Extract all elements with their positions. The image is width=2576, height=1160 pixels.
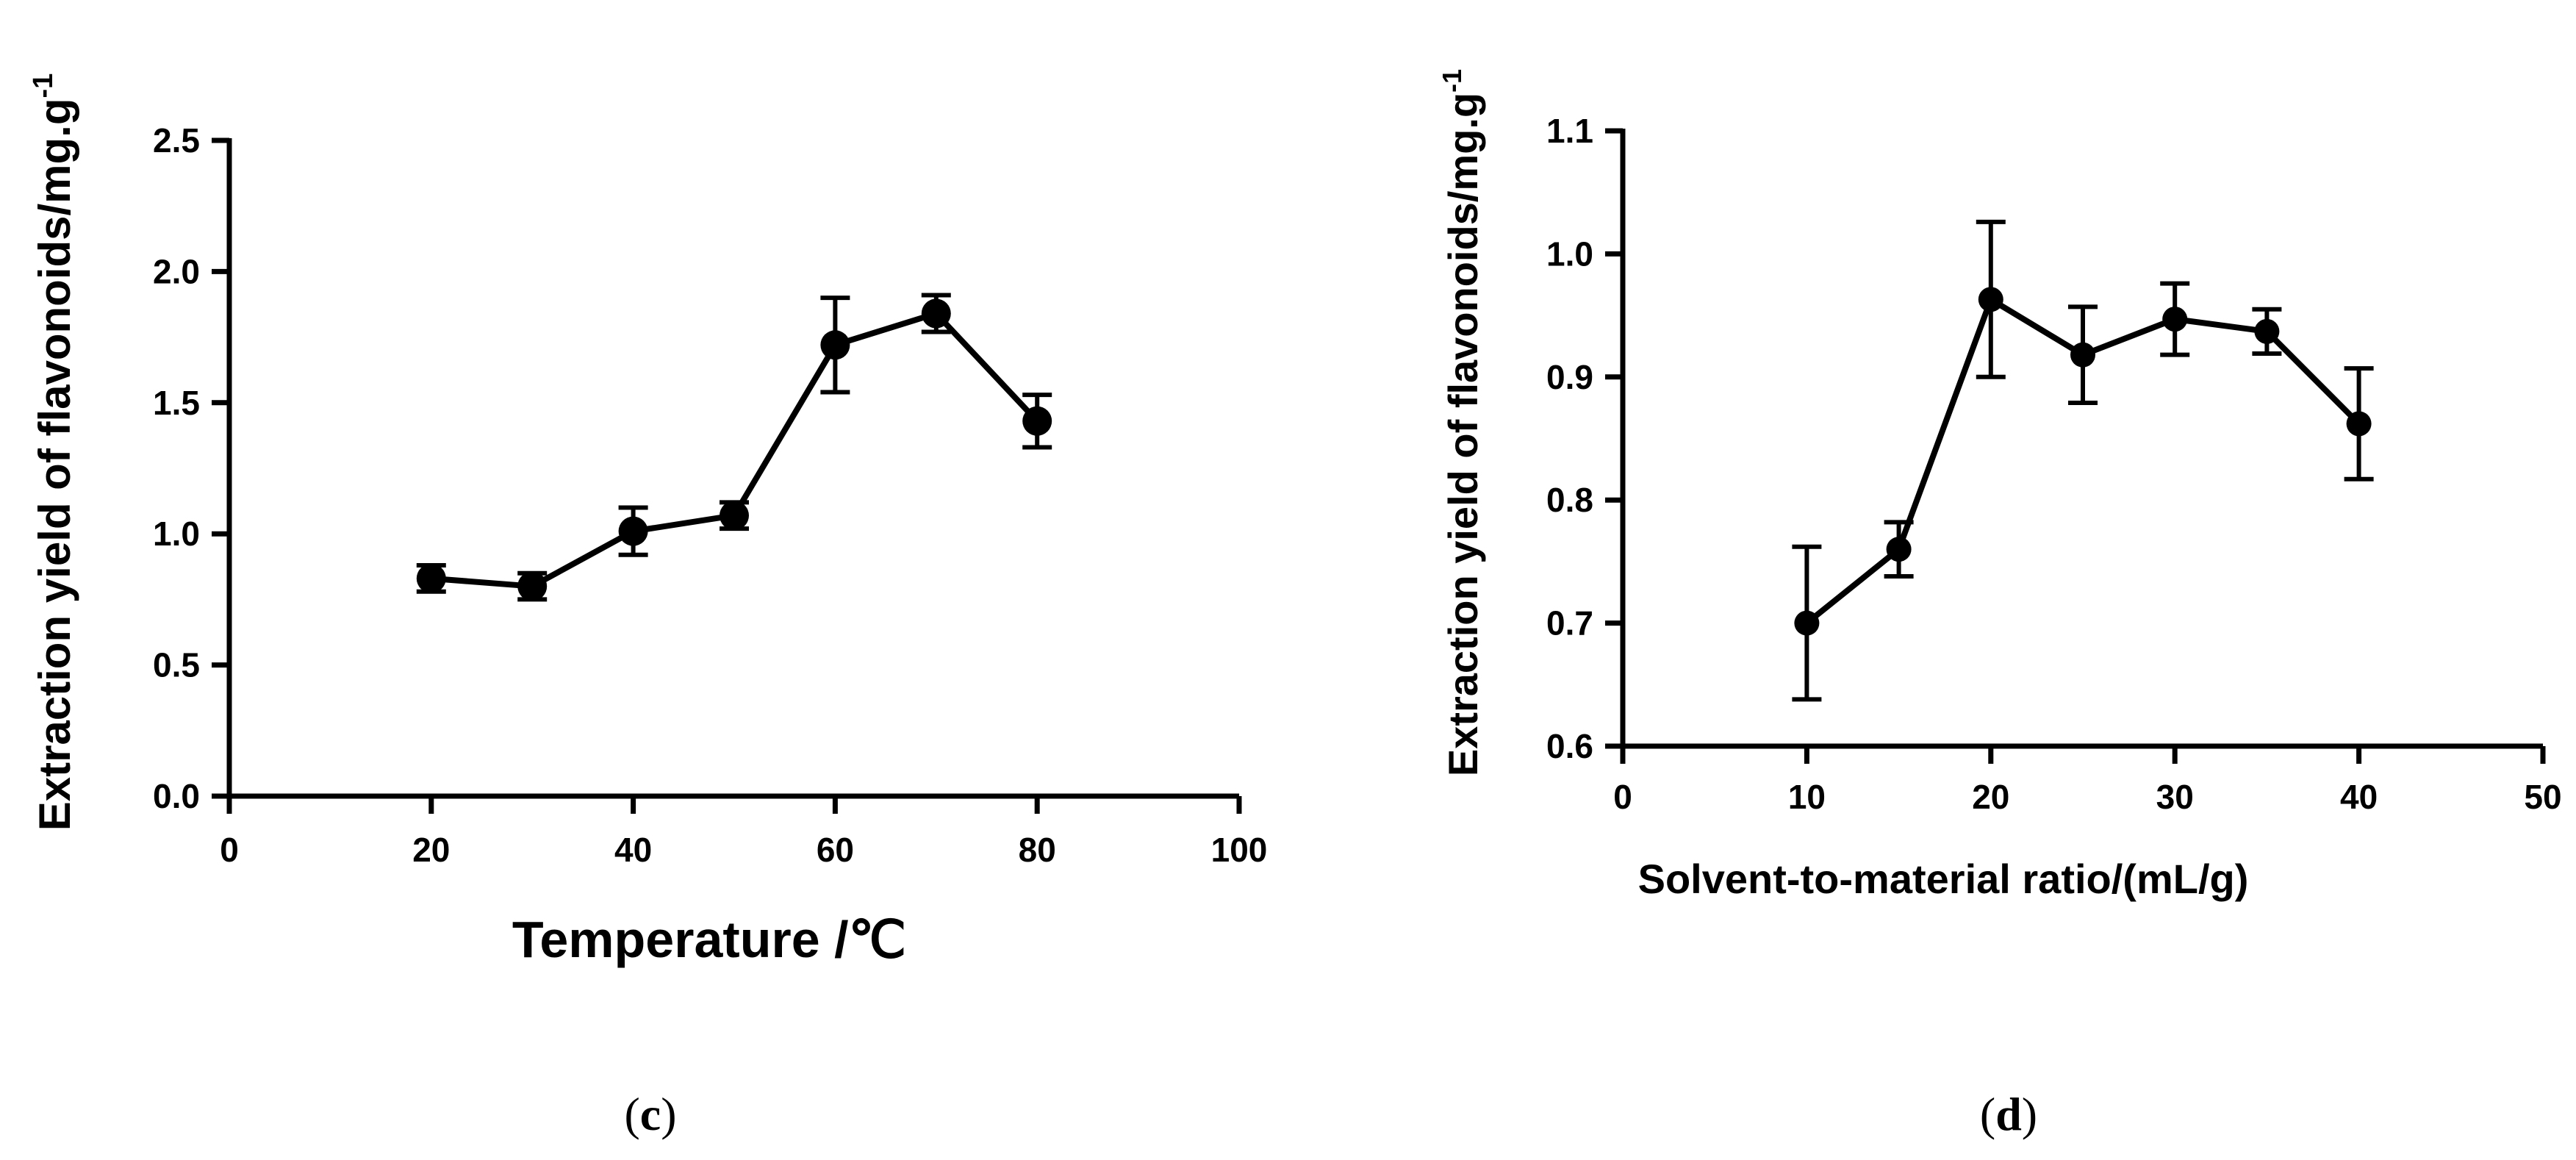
chart-c-x-axis-title: Temperature /℃ [512, 911, 906, 968]
chart-d-y-tick-label: 0.6 [1546, 727, 1593, 765]
chart-panel-c: 0 20 40 60 80 100 0.0 0.5 1.0 1.5 2.0 2.5 Temperatu… [28, 74, 1267, 1140]
chart-d-x-tick-label: 30 [2156, 778, 2194, 816]
chart-d-data-point [2254, 318, 2280, 344]
chart-c-y-tick-label: 2.5 [153, 121, 200, 160]
chart-c-x-tick-label: 60 [817, 831, 854, 869]
chart-d-x-tick-label: 40 [2340, 778, 2378, 816]
chart-d-data-point [2070, 342, 2095, 368]
chart-d-y-axis-title: Extraction yield of flavonoids/mg.g-1 [1437, 69, 1486, 776]
chart-c-panel-label: (c) [624, 1088, 676, 1140]
chart-c-data-point [416, 563, 446, 593]
chart-c-x-tick-label: 40 [614, 831, 652, 869]
chart-c-y-axis-title: Extraction yield of flavonoids/mg.g-1 [28, 74, 79, 831]
chart-d-data-point [2162, 307, 2188, 332]
chart-c-data-point [517, 571, 548, 601]
chart-panel-d: 0 10 20 30 40 50 0.6 0.7 0.8 0.9 1.0 1.1 Solvent-to… [1437, 69, 2562, 1140]
chart-d-y-axis-title-main: Extraction yield of flavonoids/mg.g [1440, 93, 1486, 776]
chart-c-x-tick-label: 80 [1019, 831, 1056, 869]
chart-c-data-point [720, 501, 749, 531]
chart-c-y-axis-title-main: Extraction yield of flavonoids/mg.g [30, 99, 79, 831]
chart-d-x-tick-label: 20 [1972, 778, 2009, 816]
chart-c-y-tick-label: 0.5 [153, 646, 200, 684]
chart-c-x-tick-label: 0 [220, 831, 239, 869]
chart-d-y-tick-label: 0.8 [1546, 481, 1593, 519]
chart-d-panel-label: (d) [1980, 1088, 2037, 1140]
chart-c-marks: 0 20 40 60 80 100 0.0 0.5 1.0 1.5 2.0 2.5 [153, 121, 1267, 869]
chart-d-y-tick-label: 0.7 [1546, 604, 1593, 642]
chart-c-panel-letter: c [640, 1088, 661, 1140]
chart-c-data-point [1022, 406, 1052, 436]
chart-c-data-point [921, 298, 951, 329]
chart-d-data-point [1794, 610, 1820, 636]
chart-d-x-axis-title: Solvent-to-material ratio/(mL/g) [1638, 856, 2249, 902]
chart-d-y-tick-label: 1.1 [1546, 112, 1593, 150]
chart-c-x-tick-label: 20 [412, 831, 450, 869]
chart-d-y-tick-label: 0.9 [1546, 358, 1593, 396]
chart-c-x-tick-label: 100 [1211, 831, 1268, 869]
chart-d-data-point [1978, 287, 2003, 312]
chart-c-y-tick-label: 1.0 [153, 515, 200, 553]
chart-c-y-tick-label: 1.5 [153, 384, 200, 422]
chart-d-data-point [1886, 537, 1912, 562]
chart-c-data-point [618, 516, 648, 546]
chart-c-y-tick-label: 2.0 [153, 252, 200, 290]
chart-c-data-point [820, 330, 850, 360]
chart-d-marks: 0 10 20 30 40 50 0.6 0.7 0.8 0.9 1.0 1.1 [1546, 112, 2562, 816]
chart-d-x-tick-label: 0 [1613, 778, 1632, 816]
chart-c-y-axis-title-sup: -1 [28, 74, 59, 99]
chart-d-y-axis-title-sup: -1 [1437, 69, 1467, 93]
chart-d-x-tick-label: 50 [2524, 778, 2561, 816]
chart-d-x-tick-label: 10 [1788, 778, 1826, 816]
chart-c-y-tick-label: 0.0 [153, 777, 200, 815]
chart-d-data-point [2346, 411, 2372, 437]
chart-d-panel-letter: d [1995, 1088, 2022, 1140]
chart-c-series-line [431, 310, 1040, 590]
chart-d-y-tick-label: 1.0 [1546, 234, 1593, 273]
